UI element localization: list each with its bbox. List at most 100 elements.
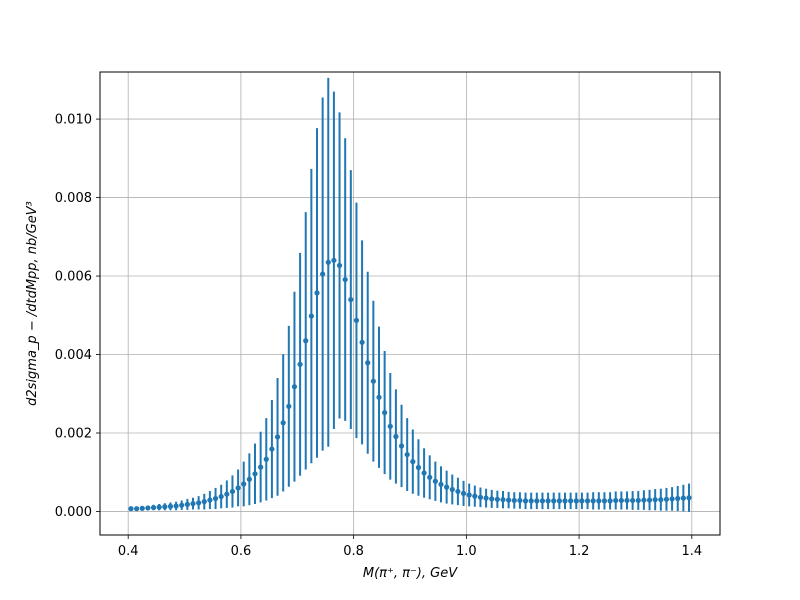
data-point — [150, 504, 157, 511]
data-point — [517, 497, 523, 504]
data-point — [466, 492, 472, 498]
data-point — [579, 498, 585, 504]
data-point — [641, 497, 647, 503]
data-point — [494, 496, 500, 502]
data-point — [398, 443, 405, 449]
data-point — [370, 378, 376, 384]
data-point — [325, 259, 331, 265]
data-point — [303, 338, 309, 344]
data-point — [258, 464, 264, 470]
data-point — [229, 488, 236, 495]
data-point — [196, 500, 202, 506]
data-point — [162, 504, 168, 510]
x-tick-label: 1.4 — [681, 544, 702, 559]
data-point — [506, 497, 512, 503]
data-point — [415, 464, 422, 471]
y-tick-label: 0.010 — [55, 113, 92, 128]
y-axis-ticks: 0.000 0.002 0.004 0.006 0.008 0.010 — [55, 113, 100, 520]
data-point — [241, 481, 247, 487]
data-point — [635, 497, 641, 504]
y-axis-label: d2sigma_p − /dtdMpp, nb/GeV³ — [25, 201, 40, 406]
data-point — [190, 501, 196, 507]
data-point — [562, 498, 568, 504]
data-point — [460, 490, 467, 497]
data-point — [179, 502, 185, 508]
data-point — [359, 339, 365, 345]
y-tick-label: 0.002 — [55, 426, 92, 441]
data-point — [291, 384, 298, 390]
data-point — [331, 257, 337, 263]
data-point — [269, 446, 275, 452]
data-point — [184, 501, 190, 507]
data-point — [145, 505, 151, 511]
data-point — [500, 497, 506, 503]
data-point — [556, 498, 562, 504]
data-point — [320, 271, 326, 277]
y-tick-label: 0.008 — [55, 191, 92, 206]
y-tick-label: 0.006 — [55, 270, 92, 285]
data-point — [342, 276, 348, 283]
data-point — [336, 262, 343, 269]
data-point — [207, 497, 213, 503]
data-point — [613, 497, 619, 504]
data-point — [274, 434, 281, 440]
data-point — [410, 459, 416, 465]
data-point — [607, 498, 613, 504]
data-point — [624, 497, 630, 504]
data-point — [432, 478, 438, 484]
data-point — [173, 503, 179, 509]
data-point — [297, 361, 303, 367]
data-point — [511, 497, 517, 504]
data-point — [235, 485, 241, 491]
data-point — [646, 497, 653, 503]
data-point — [376, 394, 382, 400]
data-point — [472, 493, 478, 499]
data-point — [675, 495, 681, 502]
data-point — [348, 296, 354, 303]
data-point — [539, 498, 546, 504]
data-point — [652, 497, 658, 503]
data-point — [449, 486, 455, 493]
grid — [100, 72, 720, 535]
x-tick-label: 0.4 — [118, 544, 139, 559]
data-point — [308, 313, 314, 319]
data-point — [477, 494, 484, 500]
data-point — [522, 498, 529, 504]
data-point — [365, 360, 371, 366]
data-point — [551, 498, 557, 504]
data-point — [573, 498, 579, 504]
x-axis-ticks: 0.4 0.6 0.8 1.0 1.2 1.4 — [118, 535, 702, 559]
data-point — [686, 495, 692, 501]
data-point — [314, 290, 320, 296]
data-point — [427, 474, 433, 480]
data-point — [680, 495, 686, 501]
data-point — [545, 498, 551, 504]
data-point — [438, 481, 444, 487]
data-point — [483, 495, 489, 501]
data-point — [455, 488, 461, 495]
data-point — [630, 497, 636, 504]
data-point — [134, 506, 140, 512]
data-point — [663, 496, 670, 502]
x-tick-label: 0.8 — [343, 544, 364, 559]
data-point — [167, 503, 174, 509]
data-point — [382, 409, 388, 416]
data-point — [224, 491, 230, 497]
data-point — [387, 423, 393, 429]
data-point — [601, 498, 608, 504]
data-point — [286, 403, 292, 409]
data-point — [596, 498, 602, 504]
data-point — [393, 433, 399, 440]
data-point — [590, 498, 596, 504]
data-point — [658, 497, 664, 503]
data-point — [618, 497, 624, 504]
data-point — [669, 496, 675, 502]
data-point — [534, 498, 540, 504]
y-tick-label: 0.004 — [55, 348, 92, 363]
data-point — [444, 484, 450, 490]
data-point — [263, 456, 269, 462]
data-point — [156, 504, 162, 510]
x-tick-label: 1.0 — [456, 544, 477, 559]
data-point — [246, 476, 252, 482]
